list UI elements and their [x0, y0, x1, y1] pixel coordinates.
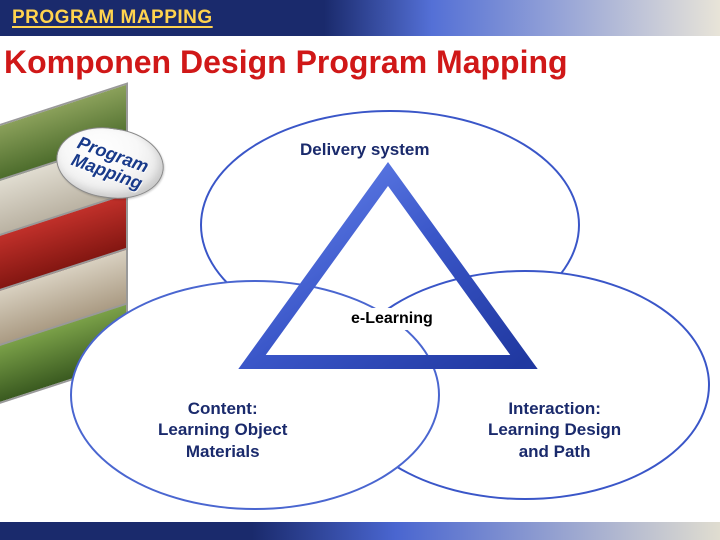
center-label: e-Learning: [345, 308, 439, 330]
header-bar: PROGRAM MAPPING: [0, 0, 720, 36]
bl-l2: Learning Object: [158, 420, 287, 439]
header-title: PROGRAM MAPPING: [12, 7, 213, 29]
triangle-diagram: [238, 162, 538, 382]
br-l3: and Path: [519, 442, 591, 461]
footer-bar: [0, 522, 720, 540]
br-l2: Learning Design: [488, 420, 621, 439]
bl-l3: Materials: [186, 442, 260, 461]
vertex-top-label: Delivery system: [300, 140, 429, 160]
br-l1: Interaction:: [508, 399, 601, 418]
vertex-bottom-left-label: Content: Learning Object Materials: [158, 398, 287, 462]
page-title: Komponen Design Program Mapping: [4, 44, 720, 81]
vertex-bottom-right-label: Interaction: Learning Design and Path: [488, 398, 621, 462]
bl-l1: Content:: [188, 399, 258, 418]
badge-text: Program Mapping: [69, 133, 151, 192]
